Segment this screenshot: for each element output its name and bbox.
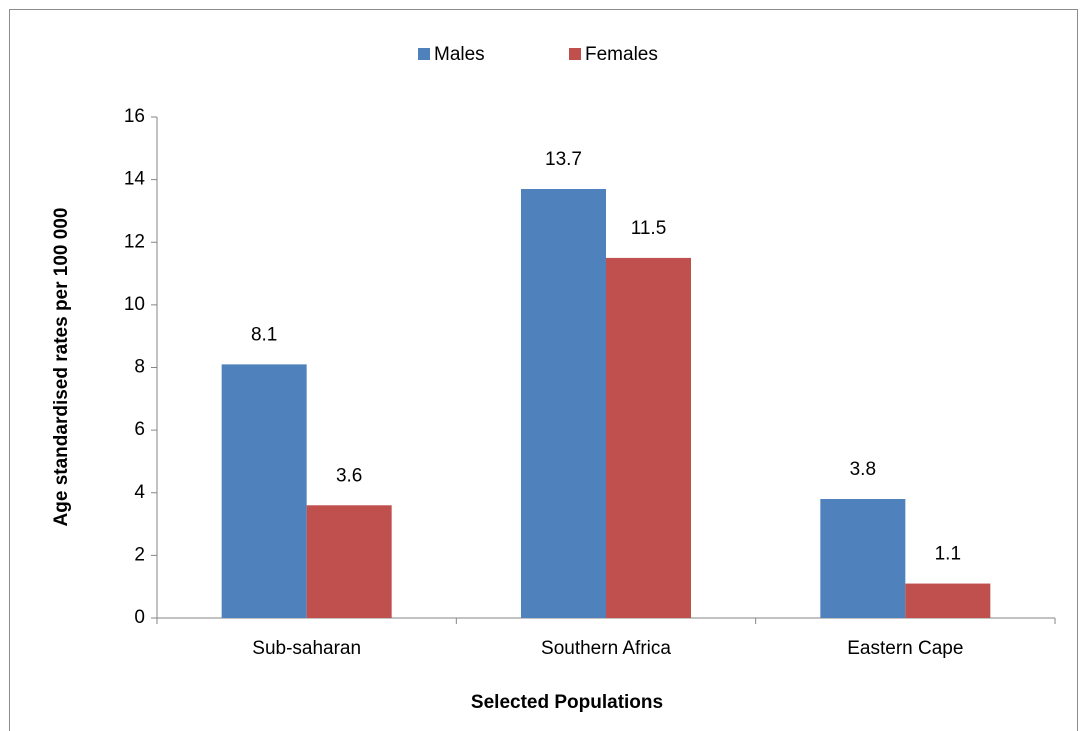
data-label: 13.7 [545, 149, 582, 170]
legend-swatch [569, 48, 581, 60]
legend-label: Males [434, 44, 485, 65]
bar [221, 364, 307, 618]
bar [306, 505, 392, 618]
y-tick-label: 8 [134, 357, 145, 378]
x-tick-label: Southern Africa [541, 638, 671, 659]
legend-swatch [418, 48, 430, 60]
data-label: 3.8 [850, 459, 876, 480]
x-tick-label: Sub-saharan [252, 638, 361, 659]
y-tick-label: 2 [134, 544, 145, 565]
bar [521, 189, 606, 619]
x-tick-label: Eastern Cape [847, 638, 963, 659]
chart-border [9, 9, 1078, 731]
data-label: 1.1 [935, 544, 961, 565]
bar [606, 257, 691, 618]
data-label: 11.5 [631, 218, 667, 239]
y-tick-label: 14 [124, 169, 146, 190]
y-axis-title: Age standardised rates per 100 000 [51, 208, 72, 527]
legend-label: Females [585, 44, 658, 65]
y-tick-label: 6 [134, 419, 145, 440]
data-label: 8.1 [251, 324, 277, 345]
y-tick-label: 12 [124, 231, 145, 252]
bar [905, 583, 991, 618]
y-tick-label: 0 [134, 607, 145, 628]
y-tick-label: 16 [124, 106, 145, 127]
x-axis-title: Selected Populations [471, 692, 663, 713]
data-label: 3.6 [336, 465, 362, 486]
y-tick-label: 4 [134, 482, 145, 503]
y-tick-label: 10 [124, 294, 145, 315]
bar [820, 499, 906, 618]
